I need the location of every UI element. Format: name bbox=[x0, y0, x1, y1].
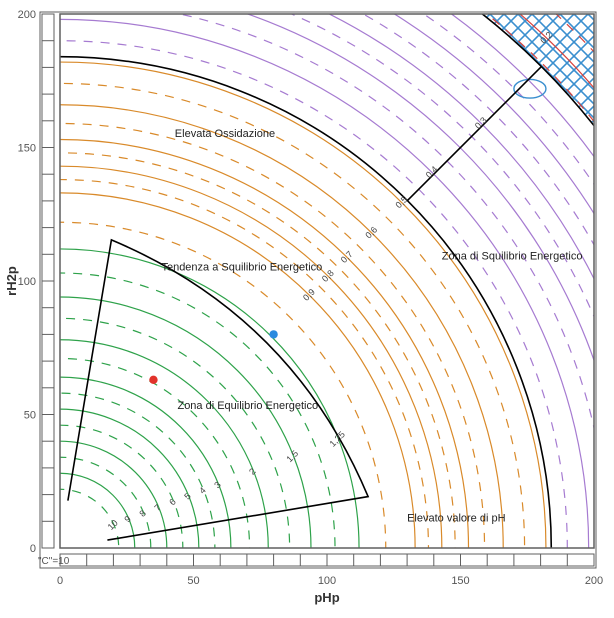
x-tick-label: 50 bbox=[187, 575, 199, 587]
y-tick-label: 150 bbox=[18, 143, 36, 155]
x-tick-label: 150 bbox=[451, 575, 469, 587]
y-tick-label: 200 bbox=[18, 9, 36, 21]
zone-label-elevato_ph: Elevato valore di pH bbox=[407, 512, 505, 524]
data-point-blue bbox=[269, 330, 277, 338]
x-tick-label: 0 bbox=[57, 575, 63, 587]
y-tick-label: 50 bbox=[24, 410, 36, 422]
y-axis-label: rH2p bbox=[4, 266, 19, 296]
y-tick-label: 0 bbox=[30, 543, 36, 555]
zone-label-tendenza: Tendenza a Squilibrio Energetico bbox=[161, 261, 322, 273]
celsius-note: "C"=10 bbox=[38, 556, 70, 567]
x-axis-label: pHp bbox=[314, 590, 339, 605]
zone-label-ossidazione: Elevata Ossidazione bbox=[175, 128, 275, 140]
zone-label-squilibrio: Zona di Squilibrio Energetico bbox=[442, 251, 583, 263]
zone-label-equilibrio: Zona di Equilibrio Energetico bbox=[177, 400, 318, 412]
x-tick-label: 200 bbox=[585, 575, 603, 587]
y-tick-label: 100 bbox=[18, 276, 36, 288]
bioelectronic-chart: 10987654321,51,250,90,80,70,60,50,40,30,… bbox=[0, 0, 614, 618]
x-tick-label: 100 bbox=[318, 575, 336, 587]
data-point-red bbox=[149, 376, 157, 384]
